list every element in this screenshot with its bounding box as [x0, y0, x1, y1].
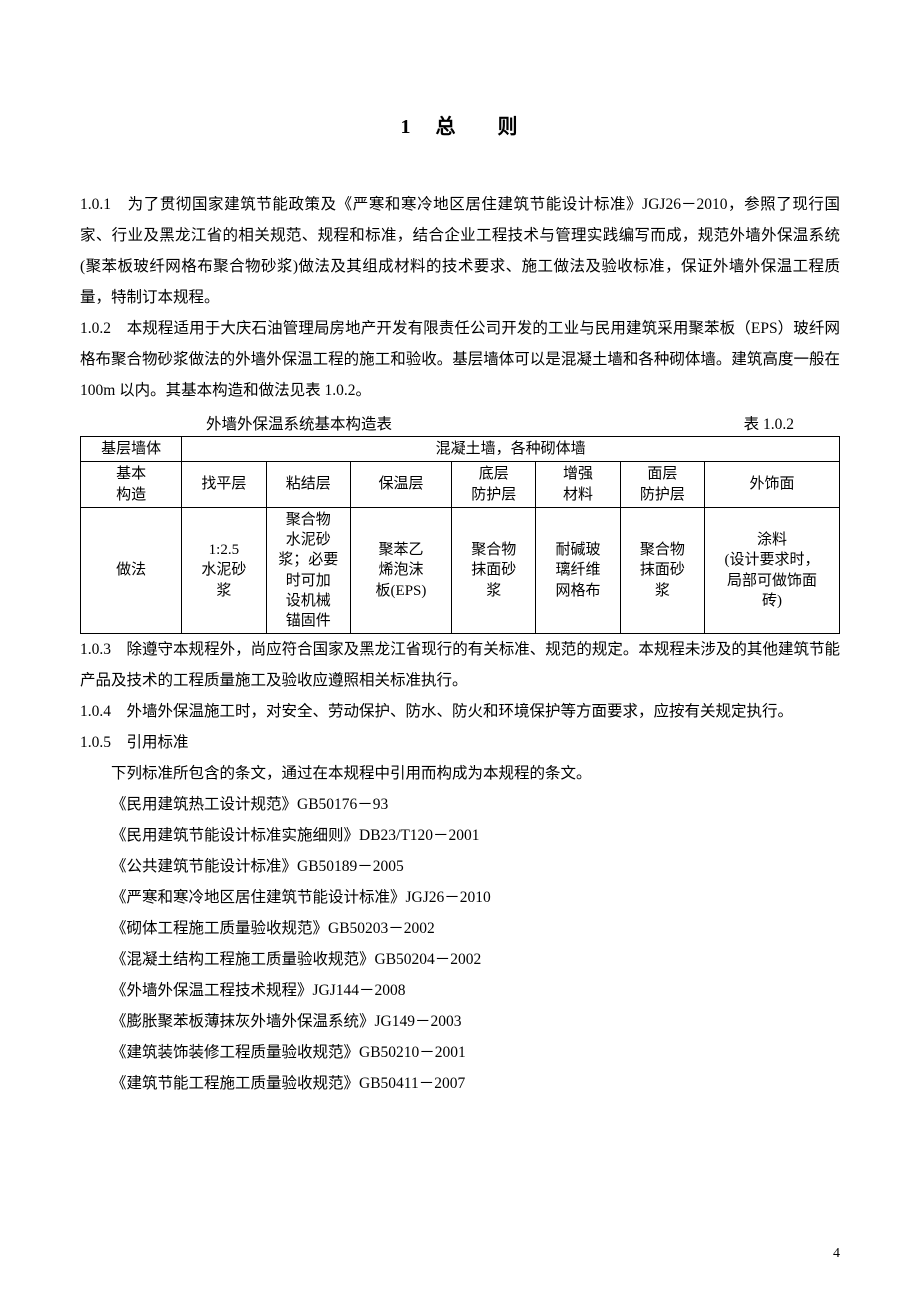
chapter-title-part-a: 总	[436, 116, 458, 138]
table-cell: 涂料(设计要求时，局部可做饰面砖)	[705, 507, 840, 634]
list-item: 《膨胀聚苯板薄抹灰外墙外保温系统》JG149－2003	[80, 1006, 840, 1037]
clause-1-0-2: 1.0.2 本规程适用于大庆石油管理局房地产开发有限责任公司开发的工业与民用建筑…	[80, 313, 840, 406]
standards-list: 下列标准所包含的条文，通过在本规程中引用而构成为本规程的条文。 《民用建筑热工设…	[80, 758, 840, 1099]
table-row: 基层墙体 混凝土墙，各种砌体墙	[81, 437, 840, 462]
clause-1-0-5: 1.0.5 引用标准	[80, 727, 840, 758]
clause-1-0-1: 1.0.1 为了贯彻国家建筑节能政策及《严寒和寒冷地区居住建筑节能设计标准》JG…	[80, 189, 840, 313]
clause-text: 除遵守本规程外，尚应符合国家及黑龙江省现行的有关标准、规范的规定。本规程未涉及的…	[80, 641, 840, 689]
list-item: 《外墙外保温工程技术规程》JGJ144－2008	[80, 975, 840, 1006]
clause-number: 1.0.1	[80, 196, 111, 213]
list-item: 《公共建筑节能设计标准》GB50189－2005	[80, 851, 840, 882]
table-cell: 做法	[81, 507, 182, 634]
table-cell: 基本构造	[81, 462, 182, 508]
clause-text: 引用标准	[111, 734, 189, 751]
table-cell: 聚合物水泥砂浆；必要时可加设机械锚固件	[266, 507, 350, 634]
table-cell: 粘结层	[266, 462, 350, 508]
clause-text: 为了贯彻国家建筑节能政策及《严寒和寒冷地区居住建筑节能设计标准》JGJ26－20…	[80, 196, 840, 306]
table-cell: 聚苯乙烯泡沫板(EPS)	[350, 507, 451, 634]
table-label: 表 1.0.2	[744, 412, 794, 434]
list-item: 《民用建筑节能设计标准实施细则》DB23/T120－2001	[80, 820, 840, 851]
document-page: 1 总 则 1.0.1 为了贯彻国家建筑节能政策及《严寒和寒冷地区居住建筑节能设计…	[0, 0, 920, 1302]
table-cell: 聚合物抹面砂浆	[452, 507, 536, 634]
list-item: 《建筑装饰装修工程质量验收规范》GB50210－2001	[80, 1037, 840, 1068]
standards-intro: 下列标准所包含的条文，通过在本规程中引用而构成为本规程的条文。	[80, 758, 840, 789]
table-cell: 聚合物抹面砂浆	[620, 507, 704, 634]
chapter-number: 1	[401, 116, 413, 138]
table-cell: 面层防护层	[620, 462, 704, 508]
table-cell: 外饰面	[705, 462, 840, 508]
clause-1-0-4: 1.0.4 外墙外保温施工时，对安全、劳动保护、防水、防火和环境保护等方面要求，…	[80, 696, 840, 727]
table-row: 基本构造 找平层 粘结层 保温层 底层防护层 增强材料 面层防护层 外饰面	[81, 462, 840, 508]
clause-number: 1.0.2	[80, 320, 111, 337]
table-caption-row: 外墙外保温系统基本构造表 表 1.0.2	[80, 412, 840, 434]
table-cell: 混凝土墙，各种砌体墙	[182, 437, 840, 462]
table-cell: 保温层	[350, 462, 451, 508]
clause-1-0-3: 1.0.3 除遵守本规程外，尚应符合国家及黑龙江省现行的有关标准、规范的规定。本…	[80, 634, 840, 696]
table-cell: 增强材料	[536, 462, 620, 508]
clause-number: 1.0.5	[80, 734, 111, 751]
table-row: 做法 1:2.5水泥砂浆 聚合物水泥砂浆；必要时可加设机械锚固件 聚苯乙烯泡沫板…	[81, 507, 840, 634]
list-item: 《建筑节能工程施工质量验收规范》GB50411－2007	[80, 1068, 840, 1099]
table-cell: 基层墙体	[81, 437, 182, 462]
clause-number: 1.0.3	[80, 641, 111, 658]
list-item: 《混凝土结构工程施工质量验收规范》GB50204－2002	[80, 944, 840, 975]
list-item: 《民用建筑热工设计规范》GB50176－93	[80, 789, 840, 820]
table-cell: 耐碱玻璃纤维网格布	[536, 507, 620, 634]
clause-text: 外墙外保温施工时，对安全、劳动保护、防水、防火和环境保护等方面要求，应按有关规定…	[111, 703, 793, 720]
table-cell: 底层防护层	[452, 462, 536, 508]
list-item: 《严寒和寒冷地区居住建筑节能设计标准》JGJ26－2010	[80, 882, 840, 913]
table-cell: 找平层	[182, 462, 266, 508]
list-item: 《砌体工程施工质量验收规范》GB50203－2002	[80, 913, 840, 944]
table-caption: 外墙外保温系统基本构造表	[206, 412, 392, 434]
structure-table: 基层墙体 混凝土墙，各种砌体墙 基本构造 找平层 粘结层 保温层 底层防护层 增…	[80, 436, 840, 634]
clause-text: 本规程适用于大庆石油管理局房地产开发有限责任公司开发的工业与民用建筑采用聚苯板（…	[80, 320, 840, 399]
chapter-title-part-b: 则	[498, 116, 520, 138]
clause-number: 1.0.4	[80, 703, 111, 720]
table-cell: 1:2.5水泥砂浆	[182, 507, 266, 634]
chapter-title: 1 总 则	[80, 110, 840, 139]
page-number: 4	[833, 1246, 840, 1262]
